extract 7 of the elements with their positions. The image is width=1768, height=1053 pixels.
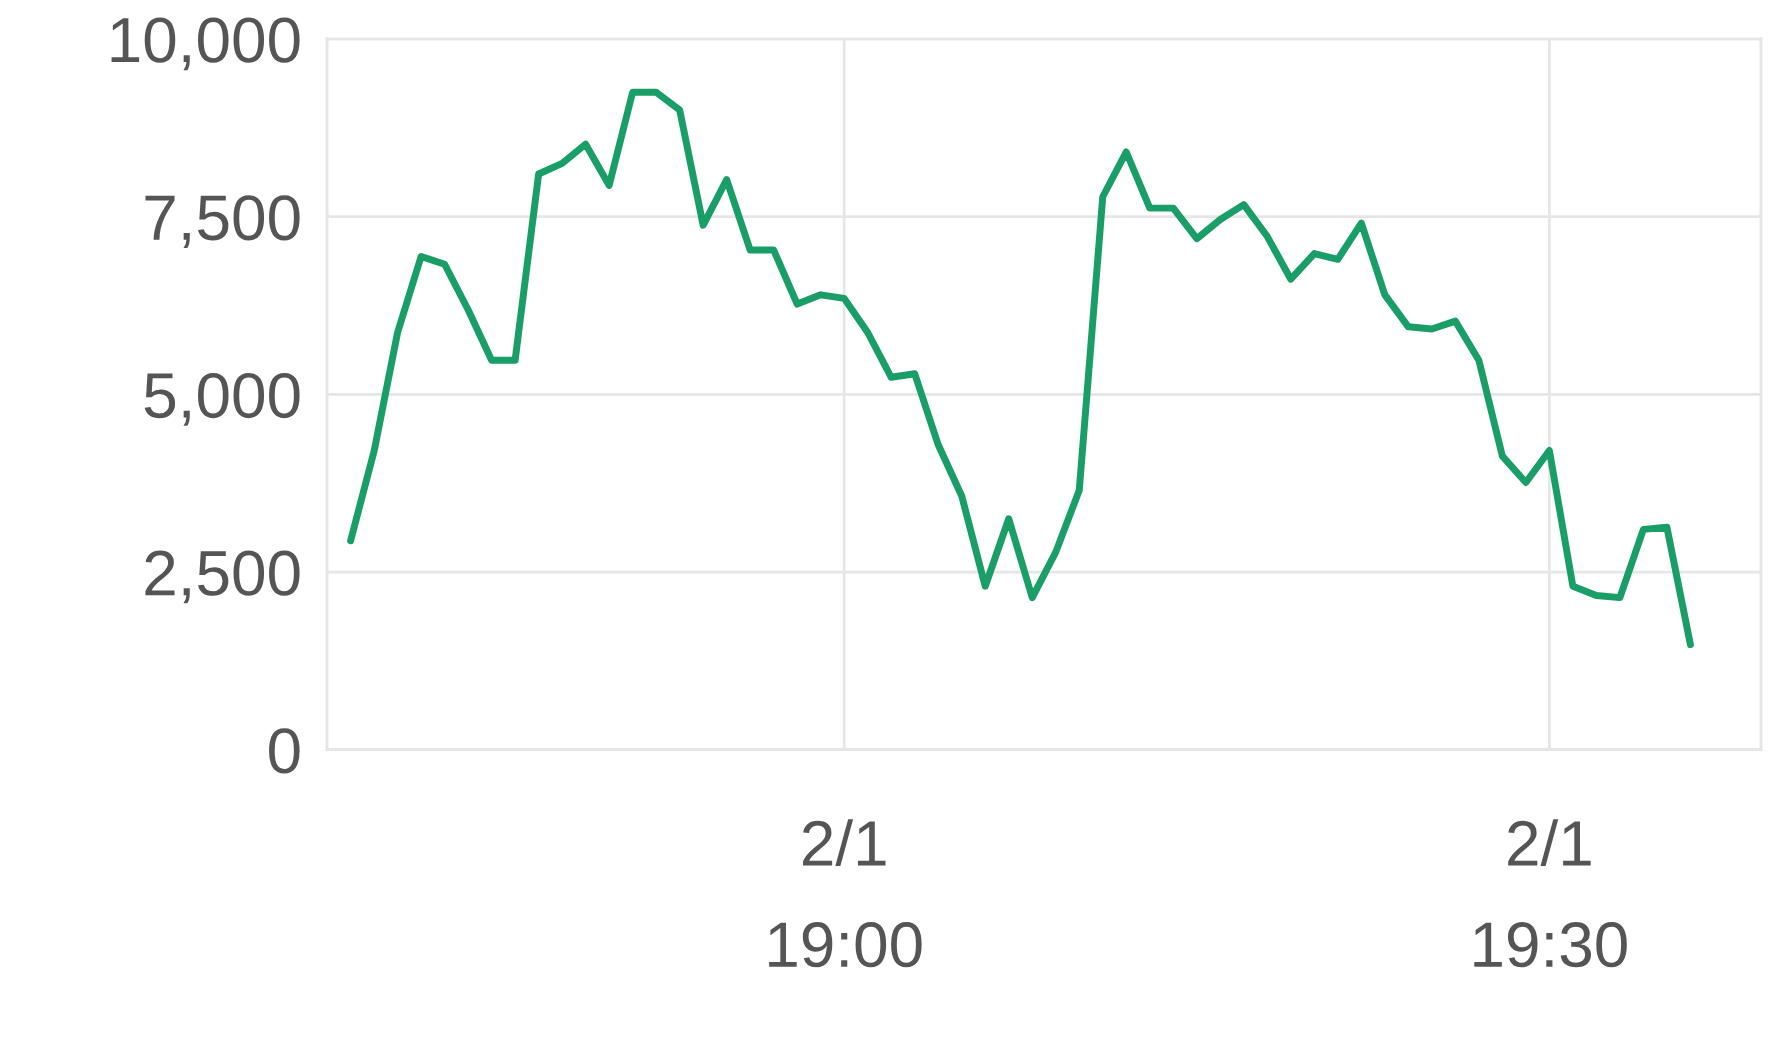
y-tick-label: 2,500 xyxy=(145,550,300,604)
y-tick-label: 5,000 xyxy=(144,372,300,426)
y-tick-label: 0 xyxy=(269,728,300,774)
x-tick-label: 2/1 19:30 xyxy=(1474,819,1627,968)
y-tick-label: 10,000 xyxy=(111,17,300,71)
x-tick-label: 2/1 19:00 xyxy=(769,819,922,968)
y-tick-label: 7,500 xyxy=(145,195,300,248)
